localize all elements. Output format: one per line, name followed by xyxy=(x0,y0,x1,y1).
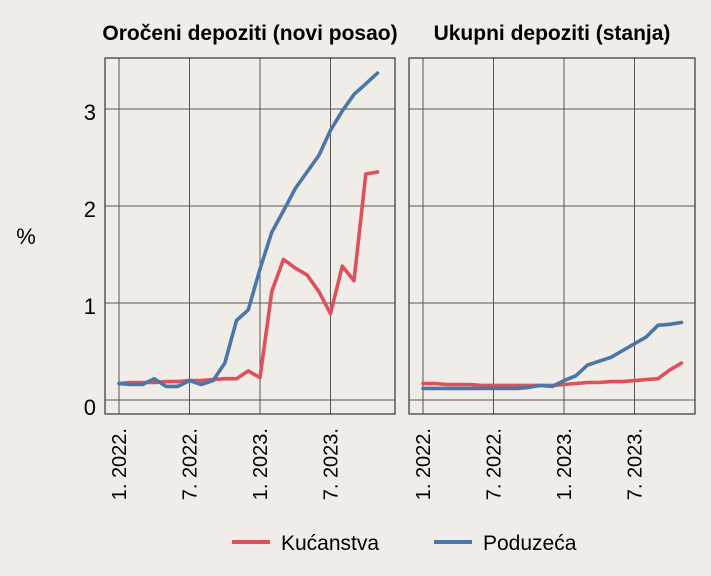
panel-title: Ukupni depoziti (stanja) xyxy=(434,22,671,45)
x-tick-label: 1. 2023. xyxy=(250,428,272,500)
plot-frame xyxy=(104,57,396,415)
x-tick-label: 1. 2022. xyxy=(109,428,131,500)
x-tick-label: 1. 2023. xyxy=(554,428,576,500)
legend-label: Poduzeća xyxy=(483,532,577,555)
y-tick-label: 3 xyxy=(84,100,96,125)
y-axis-unit-label: % xyxy=(16,224,36,249)
plot-frame xyxy=(408,57,696,415)
y-tick-label: 1 xyxy=(84,294,96,319)
y-tick-label: 2 xyxy=(84,197,96,222)
series-line-kucanstva xyxy=(421,361,684,388)
panel-title: Oročeni depoziti (novi posao) xyxy=(102,22,397,45)
x-tick-label: 7. 2023. xyxy=(321,428,343,500)
x-tick-label: 7. 2022. xyxy=(484,428,506,500)
legend-label: Kućanstva xyxy=(281,532,379,555)
series-line-poduzeca xyxy=(421,320,684,391)
y-tick-label: 0 xyxy=(84,395,96,420)
x-tick-label: 7. 2023. xyxy=(625,428,647,500)
series-line-poduzeca xyxy=(117,71,380,389)
x-tick-label: 1. 2022. xyxy=(413,428,435,500)
x-tick-label: 7. 2022. xyxy=(180,428,202,500)
series-line-kucanstva xyxy=(117,170,380,386)
